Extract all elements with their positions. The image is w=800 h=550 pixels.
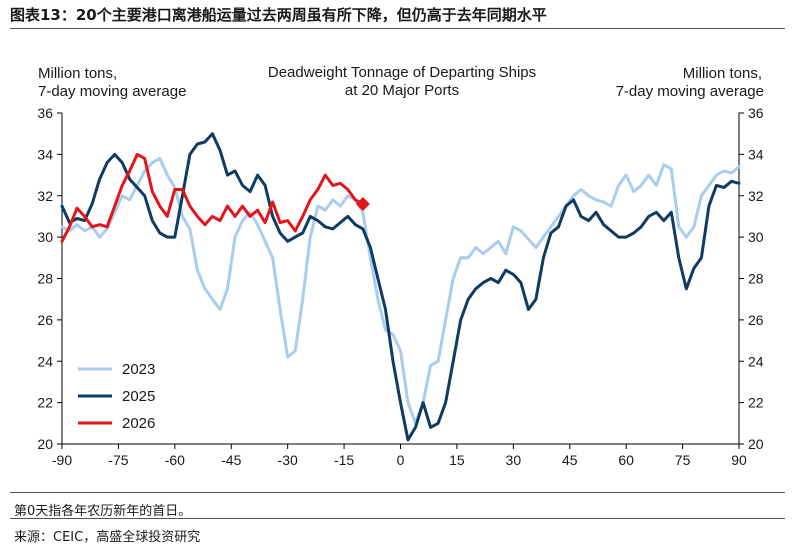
- y-axis-label-right-line-2: 7-day moving average: [616, 83, 764, 100]
- chart-legend: 2023 2025 2026: [78, 361, 155, 432]
- series-line-2026: [60, 152, 365, 243]
- y-tick-label-left: 34: [37, 146, 53, 162]
- chart-labels: 20 20 22 22 24 24 26 26 28 28 30 30 32 32 34 34 36 36 -90 -…: [37, 64, 764, 468]
- y-tick-label-left: 32: [37, 188, 53, 204]
- title-rule: [10, 28, 785, 29]
- y-tick-label-left: 26: [37, 312, 53, 328]
- y-tick-label-right: 20: [748, 436, 764, 452]
- chart-title-line-2: at 20 Major Ports: [345, 82, 459, 99]
- series-end-marker-2026: [355, 197, 370, 212]
- figure-label: 图表13：: [10, 6, 76, 24]
- series-line-2023: [60, 157, 741, 425]
- source-rule: [10, 518, 785, 519]
- x-tick-label: -30: [278, 452, 298, 468]
- x-tick-label: 45: [562, 452, 578, 468]
- x-tick-label: -45: [221, 452, 241, 468]
- x-tick-label: -15: [334, 452, 354, 468]
- y-tick-label-left: 30: [37, 229, 53, 245]
- y-tick-label-right: 24: [748, 353, 764, 369]
- x-tick-label: 90: [731, 452, 747, 468]
- chart-series: [60, 132, 741, 442]
- figure-source: 来源：CEIC，高盛全球投资研究: [14, 530, 201, 545]
- x-tick-label: 75: [675, 452, 691, 468]
- y-tick-label-right: 34: [748, 146, 764, 162]
- chart-title-line-1: Deadweight Tonnage of Departing Ships: [268, 64, 536, 81]
- y-tick-label-left: 22: [37, 395, 53, 411]
- y-axis-label-left-line-2: 7-day moving average: [38, 83, 186, 100]
- y-axis-label-left-line-1: Million tons,: [38, 65, 117, 82]
- y-tick-label-left: 28: [37, 271, 53, 287]
- figure-title: 图表13：20个主要港口离港船运量过去两周虽有所下降，但仍高于去年同期水平: [10, 4, 547, 25]
- x-tick-label: 60: [618, 452, 634, 468]
- y-tick-label-right: 30: [748, 229, 764, 245]
- y-axis-label-right-line-1: Million tons,: [683, 65, 762, 82]
- x-tick-label: -75: [108, 452, 128, 468]
- figure-note: 第0天指各年农历新年的首日。: [14, 504, 192, 519]
- series-line-2025: [60, 132, 741, 442]
- x-tick-label: 0: [397, 452, 405, 468]
- figure-title-text: 20个主要港口离港船运量过去两周虽有所下降，但仍高于去年同期水平: [75, 6, 547, 24]
- x-tick-label: -60: [165, 452, 185, 468]
- y-tick-label-right: 32: [748, 188, 764, 204]
- x-tick-label: 30: [506, 452, 522, 468]
- chart-axes: [57, 112, 744, 449]
- y-tick-label-left: 24: [37, 353, 53, 369]
- y-tick-label-left: 36: [37, 105, 53, 121]
- y-tick-label-left: 20: [37, 436, 53, 452]
- legend-label-2026: 2026: [122, 415, 155, 432]
- x-tick-label: 15: [449, 452, 465, 468]
- y-tick-label-right: 36: [748, 105, 764, 121]
- y-tick-label-right: 28: [748, 271, 764, 287]
- y-tick-label-right: 22: [748, 395, 764, 411]
- y-tick-label-right: 26: [748, 312, 764, 328]
- legend-label-2025: 2025: [122, 388, 155, 405]
- legend-label-2023: 2023: [122, 361, 155, 378]
- note-rule: [10, 492, 785, 493]
- x-tick-label: -90: [52, 452, 72, 468]
- line-chart: 20 20 22 22 24 24 26 26 28 28 30 30 32 32 34 34 36 36 -90 -…: [37, 64, 764, 468]
